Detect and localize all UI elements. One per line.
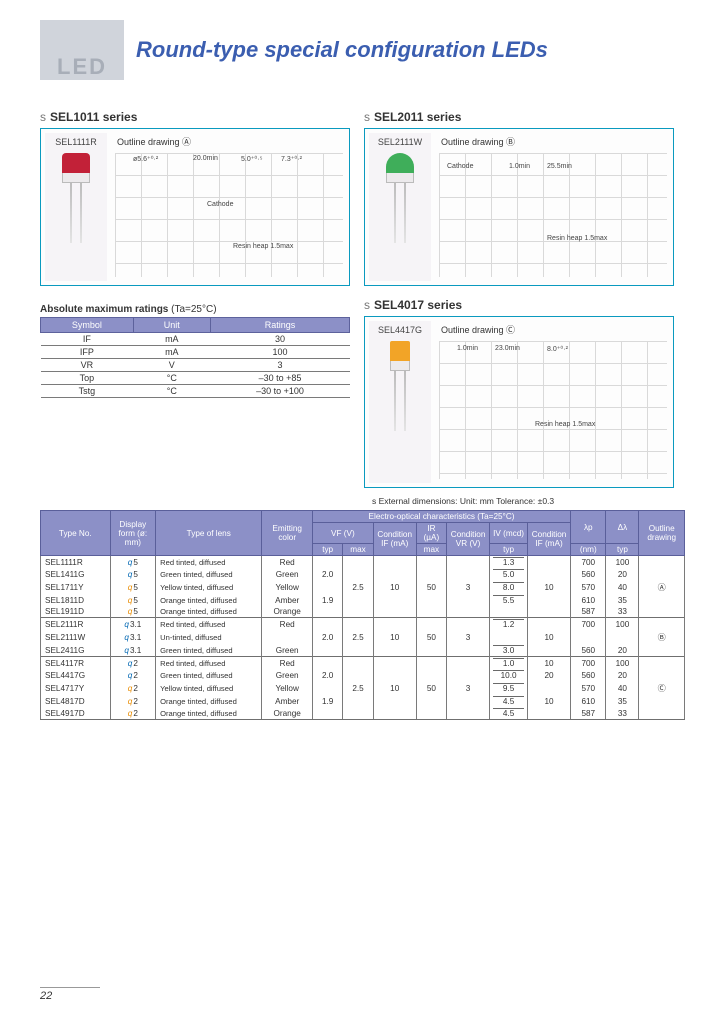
dimensions-note: s External dimensions: Unit: mm Toleranc… [372,496,690,506]
drawing-b: SEL2111W Outline drawing Ⓑ Cathode 1.0mi… [364,128,674,286]
series-b-title: sSEL2011 series [364,110,674,124]
header: LED Round-type special configuration LED… [40,20,690,80]
drawing-c: SEL4417G Outline drawing Ⓒ 1.0min 23.0mi… [364,316,674,488]
led-a-cap [62,153,90,173]
chip-c: SEL4417G [369,321,431,483]
schematic-b [439,153,667,277]
schematic-a [115,153,343,277]
drawing-a-caption: Outline drawing Ⓐ [117,135,345,148]
main-table-wrap: Type No. Display form (ø: mm) Type of le… [40,510,685,720]
ratings-title: Absolute maximum ratings (Ta=25°C) [40,304,350,315]
logo: LED [40,20,124,80]
drawing-a: SEL1111R Outline drawing Ⓐ ø5.6⁺⁰·² 20.0… [40,128,350,286]
series-c-title: sSEL4017 series [364,298,674,312]
main-table: Type No. Display form (ø: mm) Type of le… [40,510,685,720]
ratings-table-wrap: Absolute maximum ratings (Ta=25°C) Symbo… [40,304,350,398]
schematic-c [439,341,667,479]
page-title: Round-type special configuration LEDs [136,37,548,63]
top-row: sSEL1011 series SEL1111R Outline drawing… [40,110,690,488]
ratings-table: Symbol Unit Ratings IFmA30IFPmA100VRV3To… [40,317,350,398]
page-number: 22 [40,987,100,1002]
series-a-title: sSEL1011 series [40,110,350,124]
chip-a-label: SEL1111R [55,137,97,147]
chip-a: SEL1111R [45,133,107,281]
chip-b: SEL2111W [369,133,431,281]
